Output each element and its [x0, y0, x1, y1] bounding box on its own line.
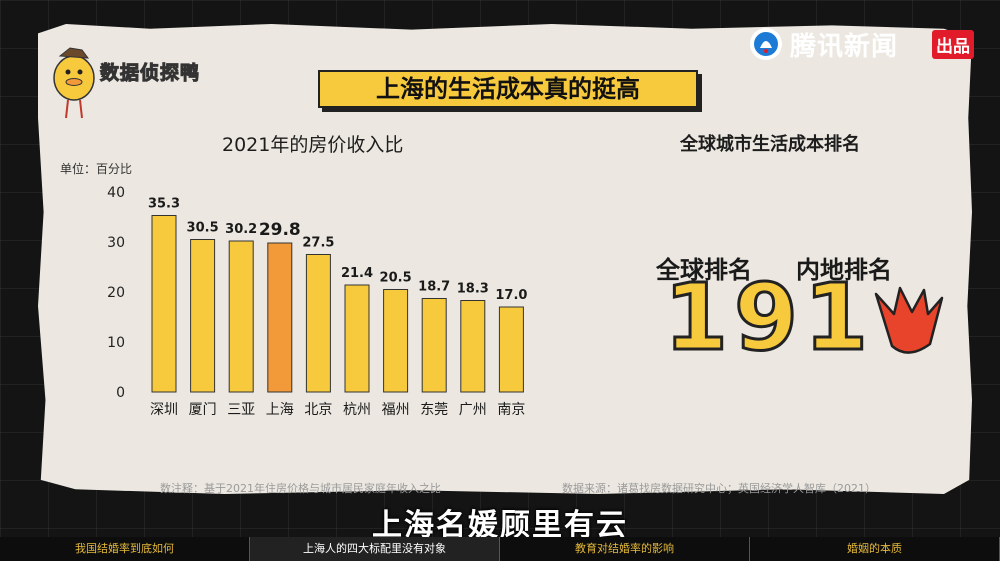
- bar: [151, 215, 177, 393]
- y-tick-label: 0: [116, 385, 125, 401]
- data-label: 17.0: [495, 288, 527, 303]
- y-tick-label: 30: [107, 235, 125, 251]
- x-tick-label: 东莞: [420, 402, 448, 418]
- data-label: 30.5: [187, 221, 219, 236]
- bar: [421, 298, 447, 393]
- x-tick-label: 广州: [459, 402, 487, 418]
- source-badge: 出品: [932, 30, 974, 59]
- x-tick-label: 南京: [497, 402, 525, 418]
- ranking-title: 全球城市生活成本排名: [680, 134, 860, 155]
- data-label: 35.3: [148, 197, 180, 212]
- x-tick-label: 上海: [266, 402, 294, 418]
- footnote-note: 数注释：基于2021年住房价格与城市居民家庭年收入之比: [160, 482, 441, 495]
- nav-item-1[interactable]: 上海人的四大标配里没有对象: [250, 537, 500, 561]
- nav-item-3[interactable]: 婚姻的本质: [750, 537, 1000, 561]
- data-label: 20.5: [380, 271, 412, 286]
- x-tick-label: 福州: [382, 402, 410, 418]
- y-tick-label: 20: [107, 285, 125, 301]
- nav-item-0[interactable]: 我国结婚率到底如何: [0, 537, 250, 561]
- source-name: 腾讯新闻: [790, 32, 899, 62]
- page-title: 上海的生活成本真的挺高: [318, 70, 698, 108]
- data-label: 18.3: [457, 282, 489, 297]
- chapter-nav: 我国结婚率到底如何 上海人的四大标配里没有对象 教育对结婚率的影响 婚姻的本质: [0, 537, 1000, 561]
- brand-name: 数据侦探鸭: [99, 62, 201, 85]
- data-label: 30.2: [225, 222, 257, 237]
- tencent-news-logo-icon: [750, 28, 782, 60]
- data-label: 21.4: [341, 266, 373, 281]
- data-label: 18.7: [418, 280, 450, 295]
- y-axis-label: 单位：百分比: [60, 162, 133, 176]
- data-label: 29.8: [259, 220, 301, 240]
- mainland-rank-value: 1: [802, 264, 875, 371]
- nav-item-2[interactable]: 教育对结婚率的影响: [500, 537, 750, 561]
- bar: [305, 254, 331, 393]
- mainland-rank-label: 内地排名: [796, 256, 892, 284]
- global-rank-label: 全球排名: [656, 256, 752, 284]
- x-tick-label: 北京: [304, 402, 332, 418]
- x-tick-label: 厦门: [189, 402, 217, 418]
- bar: [344, 284, 370, 393]
- global-rank-value: 19: [662, 264, 805, 371]
- footnote-source: 数据来源：诸葛找房数据研究中心；英国经济学人智库（2021）: [562, 482, 876, 495]
- bar: [228, 240, 254, 393]
- bar-chart: 0 10 20 30 40 35.3 深圳 30.5 厦门 30.2 三亚 29.8 上海 27.5 北京 2…: [107, 185, 527, 418]
- y-tick-label: 10: [107, 335, 125, 351]
- down-arrow-icon: [874, 286, 944, 354]
- bar: [267, 242, 293, 393]
- y-tick-label: 40: [107, 185, 125, 201]
- bar: [460, 300, 486, 393]
- chart-title: 2021年的房价收入比: [222, 134, 404, 156]
- x-tick-label: 三亚: [227, 402, 255, 418]
- bar: [383, 289, 409, 393]
- duck-mascot-icon: [53, 47, 95, 119]
- data-label: 27.5: [302, 236, 334, 251]
- bar: [190, 239, 216, 393]
- x-tick-label: 深圳: [150, 402, 178, 418]
- bar: [498, 306, 524, 393]
- x-tick-label: 杭州: [343, 402, 371, 418]
